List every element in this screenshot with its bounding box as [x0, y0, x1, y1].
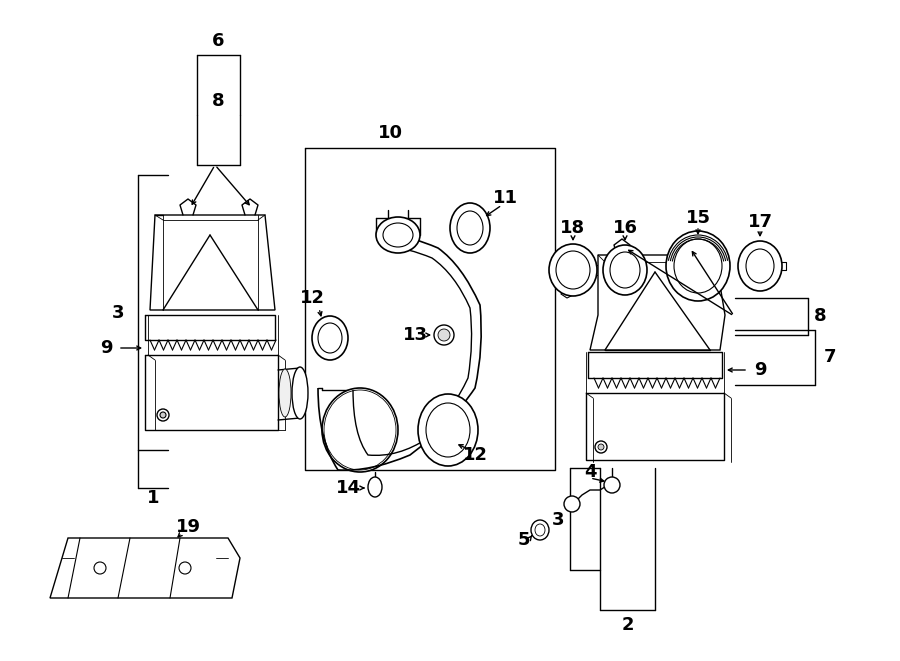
Ellipse shape [610, 252, 640, 288]
Text: 3: 3 [112, 304, 124, 322]
Ellipse shape [738, 241, 782, 291]
Ellipse shape [434, 325, 454, 345]
Ellipse shape [179, 562, 191, 574]
Ellipse shape [746, 249, 774, 283]
Ellipse shape [598, 444, 604, 450]
Ellipse shape [94, 562, 106, 574]
Polygon shape [590, 255, 725, 350]
Text: 2: 2 [622, 616, 634, 634]
Ellipse shape [279, 369, 291, 417]
Text: 9: 9 [100, 339, 112, 357]
Ellipse shape [450, 203, 490, 253]
Text: 17: 17 [748, 213, 772, 231]
Ellipse shape [604, 477, 620, 493]
Ellipse shape [383, 223, 413, 247]
Ellipse shape [549, 244, 597, 296]
Ellipse shape [674, 239, 722, 293]
Text: 15: 15 [686, 209, 710, 227]
Ellipse shape [535, 524, 545, 536]
Ellipse shape [418, 394, 478, 466]
Ellipse shape [556, 251, 590, 289]
Ellipse shape [157, 409, 169, 421]
Text: 4: 4 [584, 463, 596, 481]
Ellipse shape [426, 403, 470, 457]
Text: 3: 3 [552, 511, 564, 529]
Ellipse shape [666, 231, 730, 301]
Text: 9: 9 [754, 361, 766, 379]
Text: 16: 16 [613, 219, 637, 237]
Ellipse shape [322, 388, 398, 472]
Text: 14: 14 [336, 479, 361, 497]
Ellipse shape [376, 217, 420, 253]
Text: 12: 12 [300, 289, 325, 307]
Ellipse shape [324, 390, 396, 470]
Text: 1: 1 [147, 489, 159, 507]
Text: 10: 10 [377, 124, 402, 142]
Polygon shape [150, 215, 275, 310]
Ellipse shape [595, 441, 607, 453]
Ellipse shape [457, 211, 483, 245]
Ellipse shape [564, 496, 580, 512]
Ellipse shape [292, 367, 308, 419]
Text: 6: 6 [212, 32, 224, 50]
Ellipse shape [438, 329, 450, 341]
Ellipse shape [332, 398, 388, 462]
Text: 7: 7 [824, 348, 836, 366]
Text: 8: 8 [212, 92, 224, 110]
Text: 18: 18 [561, 219, 586, 237]
Text: 11: 11 [492, 189, 517, 207]
Ellipse shape [318, 323, 342, 353]
Text: 8: 8 [814, 307, 826, 325]
Ellipse shape [312, 316, 348, 360]
Text: 19: 19 [176, 518, 201, 536]
Text: 12: 12 [463, 446, 488, 464]
Polygon shape [50, 538, 240, 598]
Ellipse shape [160, 412, 166, 418]
Text: 5: 5 [518, 531, 530, 549]
Ellipse shape [603, 245, 647, 295]
Ellipse shape [368, 477, 382, 497]
Ellipse shape [531, 520, 549, 540]
Text: 13: 13 [402, 326, 428, 344]
